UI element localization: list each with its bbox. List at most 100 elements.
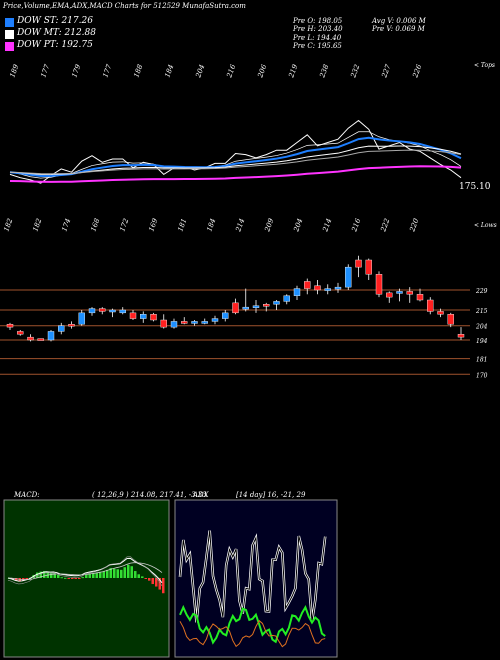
macd-histogram-bar (64, 577, 67, 579)
candle-body (375, 274, 383, 295)
macd-histogram-bar (36, 572, 39, 578)
dow-st-line (9, 136, 462, 177)
pre-open: Pre O: 198.05 (293, 17, 343, 25)
candle-body (119, 309, 126, 314)
adx-label: ADX (193, 491, 209, 499)
legend-label-mt: DOW MT: 212.88 (17, 28, 96, 38)
level-label: 170 (476, 372, 488, 379)
macd-histogram-bar (25, 578, 28, 580)
macd-histogram-bar (123, 567, 126, 578)
chart-title: Price,Volume,EMA,ADX,MACD Charts for 512… (3, 2, 246, 10)
macd-histogram-bar (50, 572, 53, 578)
candle-body (355, 259, 362, 268)
macd-histogram-bar (148, 578, 151, 581)
tops-label: < Tops (474, 62, 496, 69)
pre-low: Pre L: 194.40 (293, 34, 342, 42)
plus-di-line (179, 604, 326, 645)
macd-histogram-bar (81, 577, 84, 579)
macd-histogram-bar (60, 577, 63, 579)
macd-histogram-bar (85, 574, 88, 578)
macd-histogram-bar (53, 573, 56, 578)
macd-histogram-bar (141, 576, 144, 578)
candle-body (273, 301, 280, 305)
avg-volume: Avg V: 0.006 M (372, 17, 426, 25)
price-line (9, 119, 462, 184)
lows-label: < Lows (474, 222, 497, 229)
candle-body (160, 319, 167, 328)
macd-histogram-bar (99, 572, 102, 578)
candle-body (109, 309, 116, 313)
candle-body (396, 291, 403, 294)
candle-body (6, 324, 14, 328)
macd-histogram-bar (78, 578, 81, 579)
macd-histogram-bar (158, 578, 161, 590)
price-chart: 189 177 179 177 188 184 204 216 206 219 238 232 227 2… (0, 63, 488, 379)
candle-body (242, 306, 249, 310)
candle-body (88, 308, 96, 314)
candle-body (345, 266, 352, 288)
candle-body (37, 338, 44, 341)
macd-histogram-bar (106, 569, 109, 578)
adx-values: [14 day] 16, -21, 29 (236, 491, 306, 499)
macd-histogram-bar (88, 573, 91, 578)
ema-long-line (9, 149, 462, 175)
level-label: 204 (475, 324, 488, 331)
macd-histogram-bar (92, 573, 95, 578)
candle-body (181, 321, 188, 324)
minus-di-line (179, 619, 326, 648)
macd-values: ( 12,26,9 ) 214.08, 217.41, -3.33 (92, 491, 207, 499)
legend-label-st: DOW ST: 217.26 (17, 16, 93, 26)
macd-histogram-bar (95, 573, 98, 578)
macd-histogram-bar (57, 574, 60, 578)
candle-body (457, 334, 465, 338)
macd-histogram-bar (155, 578, 158, 587)
legend-swatch-st (5, 18, 14, 27)
candle-body (386, 292, 393, 298)
macd-label: MACD: (14, 491, 40, 499)
macd-histogram-bar (127, 564, 130, 578)
macd-histogram-bar (39, 571, 42, 578)
legend-swatch-pt (5, 42, 14, 51)
macd-histogram-bar (43, 571, 46, 578)
pre-close: Pre C: 195.65 (293, 42, 342, 50)
candle-body (17, 331, 24, 335)
candle-body (140, 314, 147, 319)
macd-histogram-bar (137, 574, 140, 578)
macd-histogram-bar (102, 571, 105, 578)
candle-body (78, 312, 85, 325)
candle-body (314, 285, 321, 291)
candle-body (416, 294, 424, 301)
legend-label-pt: DOW PT: 192.75 (17, 40, 93, 50)
adx-line-inner (179, 530, 326, 623)
candle-body (99, 308, 106, 312)
candle-body (263, 304, 270, 307)
candle-body (252, 305, 260, 308)
candle-body (232, 302, 239, 314)
macd-histogram-bar (113, 568, 116, 578)
macd-histogram-bar (130, 566, 133, 578)
legend-swatch-mt (5, 30, 14, 39)
candles (6, 255, 465, 342)
candle-body (222, 312, 229, 319)
macd-series (7, 556, 165, 594)
candle-body (437, 311, 444, 315)
macd-histogram-bar (67, 578, 70, 579)
macd-histogram-bar (162, 578, 165, 594)
macd-histogram-bar (109, 568, 112, 578)
macd-aux-line (7, 556, 163, 587)
pre-high: Pre H: 203.40 (293, 25, 343, 33)
candle-body (201, 321, 208, 324)
macd-histogram-bar (74, 578, 77, 579)
candle-body (170, 321, 178, 328)
last-value-label: 175.10 (459, 182, 491, 192)
level-label: 215 (475, 308, 488, 315)
candle-body (304, 281, 311, 289)
candle-body (58, 325, 65, 332)
level-label: 194 (476, 338, 488, 345)
candle-body (211, 318, 219, 322)
candle-body (27, 336, 34, 341)
ema-short-line (9, 131, 462, 179)
adx-panel-bg (174, 499, 338, 658)
adx-series (178, 530, 327, 648)
